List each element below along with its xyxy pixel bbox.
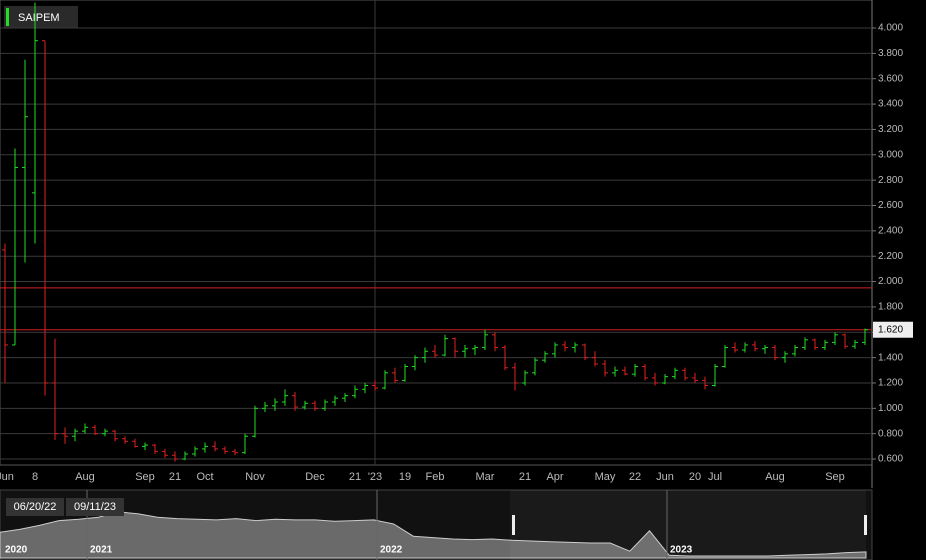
y-tick-label: 1.800 — [878, 302, 903, 313]
year-label: 2023 — [670, 545, 693, 556]
y-tick-label: 0.600 — [878, 454, 903, 465]
y-tick-label: 2.600 — [878, 200, 903, 211]
y-tick-label: 2.200 — [878, 251, 903, 262]
y-tick-label: 1.400 — [878, 352, 903, 363]
y-tick-label: 2.400 — [878, 225, 903, 236]
range-start: 06/20/22 — [14, 501, 57, 513]
plot-area — [0, 0, 873, 466]
x-tick-label: Mar — [476, 471, 495, 483]
x-tick-label: 19 — [399, 471, 411, 483]
x-tick-label: 21 — [349, 471, 361, 483]
x-tick-label: May — [595, 471, 616, 483]
y-tick-label: 4.000 — [878, 23, 903, 34]
x-tick-label: Jun — [0, 471, 14, 483]
x-tick-label: Nov — [245, 471, 265, 483]
y-tick-label: 3.200 — [878, 124, 903, 135]
year-label: 2021 — [90, 545, 113, 556]
x-tick-label: Sep — [825, 471, 845, 483]
x-tick-label: Dec — [305, 471, 325, 483]
x-tick-label: Jun — [656, 471, 674, 483]
year-label: 2022 — [380, 545, 403, 556]
x-tick-label: Aug — [765, 471, 785, 483]
y-tick-label: 2.800 — [878, 175, 903, 186]
legend-label: SAIPEM — [18, 12, 60, 24]
y-tick-label: 2.000 — [878, 276, 903, 287]
x-tick-label: 21 — [169, 471, 181, 483]
window-handle — [512, 515, 515, 535]
x-tick-label: Aug — [75, 471, 95, 483]
x-tick-label: 8 — [32, 471, 38, 483]
price-tag-box — [873, 321, 913, 338]
x-tick-label: Jul — [708, 471, 722, 483]
x-tick-label: 21 — [519, 471, 531, 483]
window-handle — [864, 515, 867, 535]
legend-swatch — [6, 8, 9, 26]
y-tick-label: 3.600 — [878, 73, 903, 84]
x-tick-label: Feb — [426, 471, 445, 483]
x-tick-label: Apr — [546, 471, 563, 483]
year-label: 2020 — [5, 545, 28, 556]
range-end-box — [66, 498, 124, 516]
x-tick-label: 20 — [689, 471, 701, 483]
legend-box — [4, 6, 78, 28]
range-start-box — [6, 498, 64, 516]
x-tick-label: 22 — [629, 471, 641, 483]
range-end: 09/11/23 — [74, 501, 116, 513]
x-tick-label: Sep — [135, 471, 155, 483]
y-tick-label: 3.000 — [878, 149, 903, 160]
y-tick-label: 1.000 — [878, 403, 903, 414]
y-tick-label: 3.800 — [878, 48, 903, 59]
y-tick-label: 0.800 — [878, 428, 903, 439]
y-tick-label: 1.200 — [878, 378, 903, 389]
x-tick-label: Oct — [196, 471, 213, 483]
x-tick-label: '23 — [368, 471, 382, 483]
y-tick-label: 3.400 — [878, 99, 903, 110]
navigator-area — [0, 511, 867, 559]
navigator-window — [510, 490, 866, 560]
price-tag: 1.620 — [878, 324, 903, 335]
